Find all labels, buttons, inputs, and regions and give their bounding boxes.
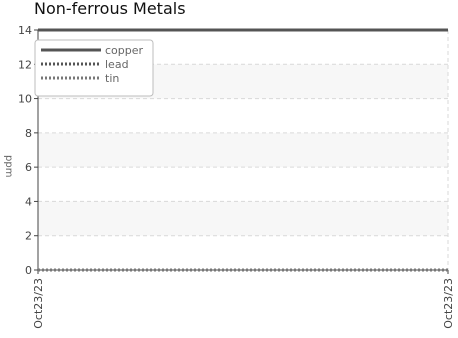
y-tick-label: 2 <box>25 230 32 243</box>
y-tick-label: 6 <box>25 161 32 174</box>
y-axis-label: ppm <box>3 155 14 177</box>
x-tick-label: Oct23/23 <box>32 278 45 329</box>
y-tick-label: 8 <box>25 127 32 140</box>
y-tick-label: 14 <box>18 24 32 37</box>
grid-band <box>38 132 448 168</box>
y-tick-label: 12 <box>18 58 32 71</box>
legend-label-copper: copper <box>105 44 144 57</box>
y-tick-label: 4 <box>25 195 32 208</box>
legend-label-tin: tin <box>105 72 119 85</box>
y-tick-label: 0 <box>25 264 32 277</box>
chart-title: Non-ferrous Metals <box>34 0 186 18</box>
y-tick-label: 10 <box>18 93 32 106</box>
x-tick-label: Oct23/23 <box>442 278 455 329</box>
grid-band <box>38 201 448 236</box>
legend-label-lead: lead <box>105 58 129 71</box>
legend-box <box>34 39 154 97</box>
